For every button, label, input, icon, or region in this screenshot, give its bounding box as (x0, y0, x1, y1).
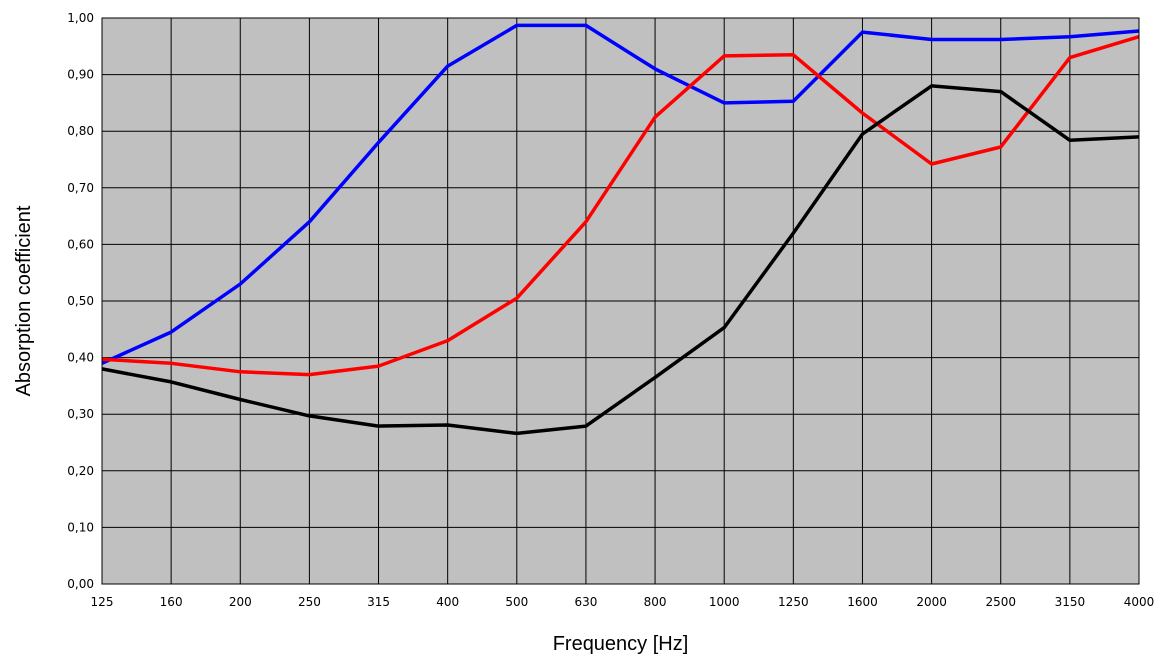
x-tick-label: 500 (505, 595, 528, 609)
y-tick-label: 0,20 (67, 464, 94, 478)
x-tick-label: 1000 (709, 595, 740, 609)
x-tick-label: 315 (367, 595, 390, 609)
grid-lines (101, 17, 1140, 585)
x-tick-label: 2000 (916, 595, 947, 609)
y-tick-label: 0,10 (67, 520, 94, 534)
x-tick-label: 125 (91, 595, 114, 609)
x-tick-label: 4000 (1124, 595, 1155, 609)
x-tick-label: 1250 (778, 595, 809, 609)
plot-frame (101, 17, 1140, 585)
y-tick-label: 0,60 (67, 237, 94, 251)
series-line-3 (101, 84, 1140, 436)
x-tick-label: 1600 (847, 595, 878, 609)
x-tick-label: 200 (229, 595, 252, 609)
y-tick-label: 0,80 (67, 124, 94, 138)
y-tick-label: 0,90 (67, 68, 94, 82)
y-tick-label: 0,40 (67, 351, 94, 365)
y-tick-labels: 0,00 0,10 0,20 0,30 0,40 0,50 0,60 0,70 0,80 0,90… (67, 11, 94, 591)
y-tick-label: 0,30 (67, 407, 94, 421)
x-tick-label: 3150 (1055, 595, 1086, 609)
x-axis-title: Frequency [Hz] (553, 633, 689, 655)
series-line-2 (101, 35, 1140, 377)
y-axis-title: Absorption coefficient (13, 205, 35, 396)
x-tick-label: 250 (298, 595, 321, 609)
y-tick-label: 0,70 (67, 181, 94, 195)
series-line-1 (101, 23, 1140, 365)
x-tick-label: 160 (160, 595, 183, 609)
series-layer (101, 23, 1140, 436)
y-tick-label: 1,00 (67, 11, 94, 25)
x-tick-label: 800 (644, 595, 667, 609)
x-tick-label: 2500 (985, 595, 1016, 609)
y-tick-label: 0,50 (67, 294, 94, 308)
x-tick-label: 630 (574, 595, 597, 609)
x-tick-label: 400 (436, 595, 459, 609)
y-tick-label: 0,00 (67, 577, 94, 591)
x-tick-labels: 125 160 200 250 315 400 500 630 800 1000 1250 1600 2… (91, 595, 1155, 609)
